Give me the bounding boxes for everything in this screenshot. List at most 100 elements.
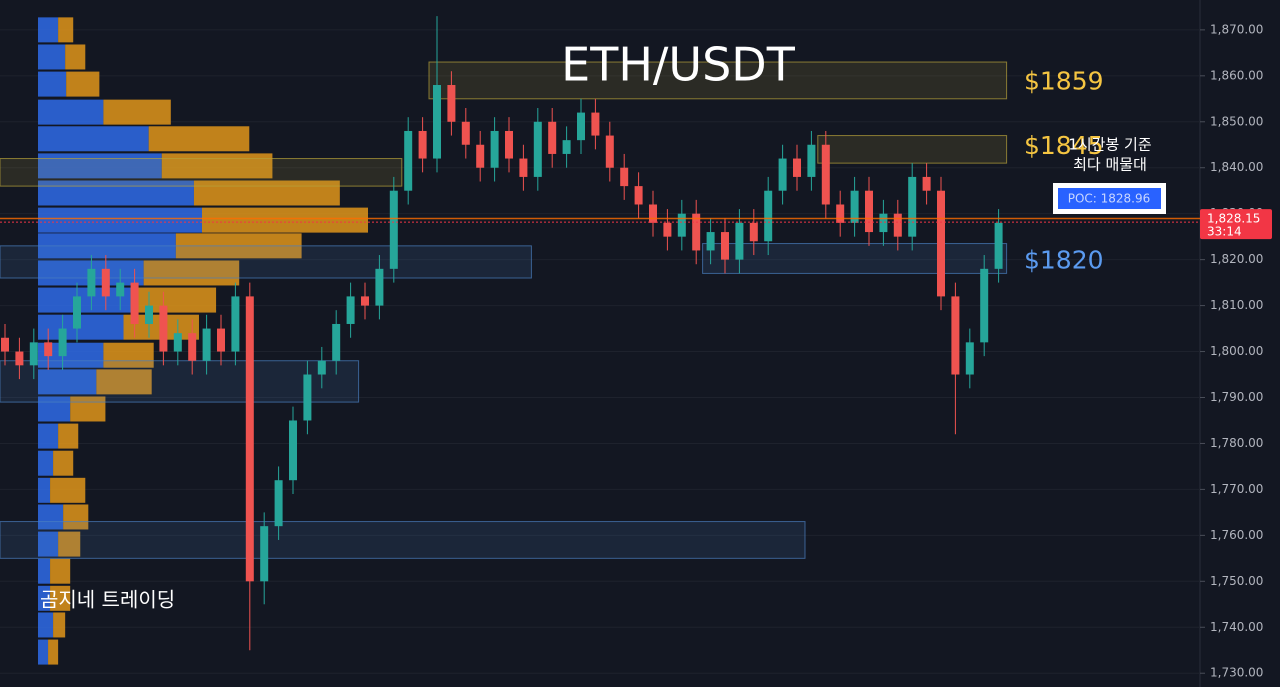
candle-body (721, 232, 729, 260)
candle-body (245, 296, 254, 582)
profile-buy (38, 423, 59, 449)
candle-body (677, 213, 686, 237)
zone (0, 245, 532, 279)
candle-body (1, 337, 9, 352)
candle-body (663, 222, 672, 237)
profile-buy (38, 71, 67, 97)
profile-sell (50, 585, 71, 611)
y-tick-label: 1,860.00 (1210, 68, 1263, 82)
candle-body (994, 222, 1003, 269)
profile-sell (143, 260, 240, 286)
candle-body (217, 328, 225, 352)
profile-buy (38, 99, 104, 125)
y-tick-label: 1,770.00 (1210, 482, 1263, 496)
chart-title: ETH/USDT (561, 38, 796, 92)
candle-body (649, 204, 657, 223)
profile-buy (38, 126, 149, 152)
profile-buy (38, 207, 202, 233)
candle-body (476, 144, 485, 168)
poc-label: POC: 1828.96 (1068, 192, 1151, 206)
candle-body (692, 213, 701, 251)
profile-buy (38, 396, 71, 422)
candle-body (519, 158, 528, 177)
candle-body (375, 268, 384, 306)
candle-body (389, 190, 398, 269)
last-price-label: 1,828.15 (1207, 212, 1260, 226)
candle-body (447, 85, 456, 122)
profile-sell (103, 342, 154, 368)
candle-body (793, 158, 801, 177)
price-annotation: $1845 (1024, 131, 1104, 160)
y-tick-label: 1,850.00 (1210, 114, 1263, 128)
candle-body (116, 282, 125, 297)
zone (702, 243, 1008, 274)
profile-sell (193, 180, 340, 206)
candle-body (505, 130, 513, 159)
candle-body (332, 323, 341, 361)
candle-body (361, 296, 369, 306)
y-tick-label: 1,820.00 (1210, 252, 1263, 266)
profile-buy (38, 287, 131, 313)
candle-body (548, 121, 557, 154)
candle-body (433, 85, 441, 159)
profile-sell (65, 44, 86, 70)
y-tick-label: 1,780.00 (1210, 436, 1263, 450)
candle-body (850, 190, 859, 223)
profile-buy (38, 558, 51, 584)
profile-buy (38, 639, 49, 665)
candle-body (951, 296, 960, 375)
profile-sell (58, 423, 79, 449)
price-annotation: $1820 (1024, 246, 1104, 275)
profile-buy (38, 531, 59, 557)
candle-body (29, 342, 38, 366)
last-price-box (1200, 209, 1272, 240)
candle-body (562, 140, 571, 154)
candle-body (807, 144, 816, 177)
candle-body (260, 526, 269, 582)
profile-buy (38, 504, 64, 530)
profile-sell (48, 639, 59, 665)
profile-buy (38, 585, 51, 611)
candle-body (173, 333, 182, 352)
profile-buy (38, 153, 162, 179)
watermark: 곰지네 트레이딩 (40, 588, 175, 612)
candle-body (778, 158, 787, 191)
y-tick-label: 1,840.00 (1210, 160, 1263, 174)
profile-sell (50, 558, 71, 584)
price-annotation: $1859 (1024, 66, 1104, 95)
candle-body (879, 213, 888, 233)
profile-sell (58, 17, 74, 43)
y-tick-label: 1,750.00 (1210, 574, 1263, 588)
profile-sell (103, 99, 171, 125)
candle-body (317, 360, 326, 375)
candle-body (893, 213, 902, 237)
y-tick-label: 1,800.00 (1210, 344, 1263, 358)
profile-sell (66, 71, 100, 97)
candle-body (533, 121, 542, 177)
candle-body (231, 296, 240, 352)
profile-sell (148, 126, 250, 152)
candle-body (706, 232, 715, 251)
profile-buy (38, 477, 51, 503)
candle-body (289, 420, 297, 481)
profile-buy (38, 612, 54, 638)
profile-sell (130, 287, 217, 313)
candle-body (980, 268, 989, 343)
profile-buy (38, 369, 97, 395)
candle-body (764, 190, 773, 242)
note: 1시간봉 기준 (1068, 136, 1152, 154)
candle-body (865, 190, 873, 233)
candle-body (73, 296, 81, 329)
candle-body (922, 176, 931, 191)
y-tick-label: 1,730.00 (1210, 666, 1263, 680)
profile-sell (63, 504, 89, 530)
profile-buy (38, 180, 194, 206)
candle-body (461, 121, 470, 145)
candle-body (58, 328, 67, 357)
candle-body (130, 282, 139, 324)
candle-body (749, 222, 758, 242)
candle-body (965, 342, 974, 375)
profile-buy (38, 450, 54, 476)
